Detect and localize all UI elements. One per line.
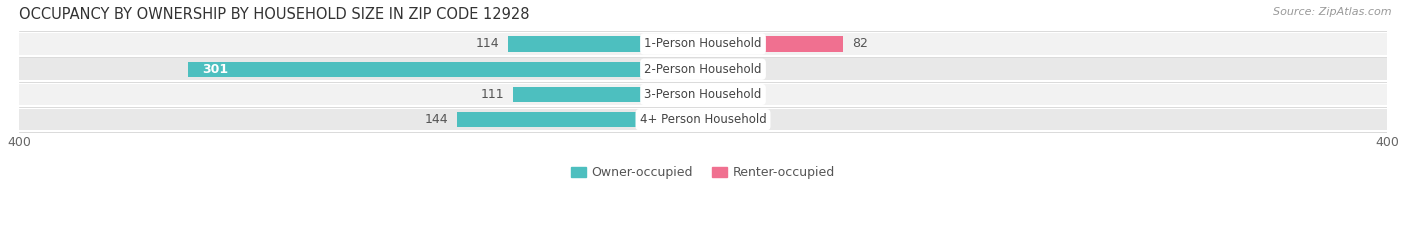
Bar: [703, 62, 735, 77]
Text: 111: 111: [481, 88, 505, 101]
Text: 4+ Person Household: 4+ Person Household: [640, 113, 766, 126]
Text: 19: 19: [744, 63, 759, 76]
Bar: [703, 36, 844, 51]
Text: 3-Person Household: 3-Person Household: [644, 88, 762, 101]
Bar: [188, 62, 703, 77]
Legend: Owner-occupied, Renter-occupied: Owner-occupied, Renter-occupied: [565, 161, 841, 184]
Bar: [508, 36, 703, 51]
Bar: [18, 109, 1388, 130]
Bar: [457, 112, 703, 127]
Text: 144: 144: [425, 113, 449, 126]
Bar: [18, 33, 1388, 55]
Text: OCCUPANCY BY OWNERSHIP BY HOUSEHOLD SIZE IN ZIP CODE 12928: OCCUPANCY BY OWNERSHIP BY HOUSEHOLD SIZE…: [18, 7, 530, 22]
Text: 301: 301: [202, 63, 228, 76]
Text: 82: 82: [852, 38, 868, 51]
Text: 114: 114: [475, 38, 499, 51]
Text: 0: 0: [711, 88, 720, 101]
Bar: [18, 58, 1388, 80]
Text: 1-Person Household: 1-Person Household: [644, 38, 762, 51]
Bar: [703, 112, 744, 127]
Bar: [513, 87, 703, 102]
Text: 24: 24: [752, 113, 768, 126]
Bar: [18, 84, 1388, 105]
Text: 2-Person Household: 2-Person Household: [644, 63, 762, 76]
Text: Source: ZipAtlas.com: Source: ZipAtlas.com: [1274, 7, 1392, 17]
